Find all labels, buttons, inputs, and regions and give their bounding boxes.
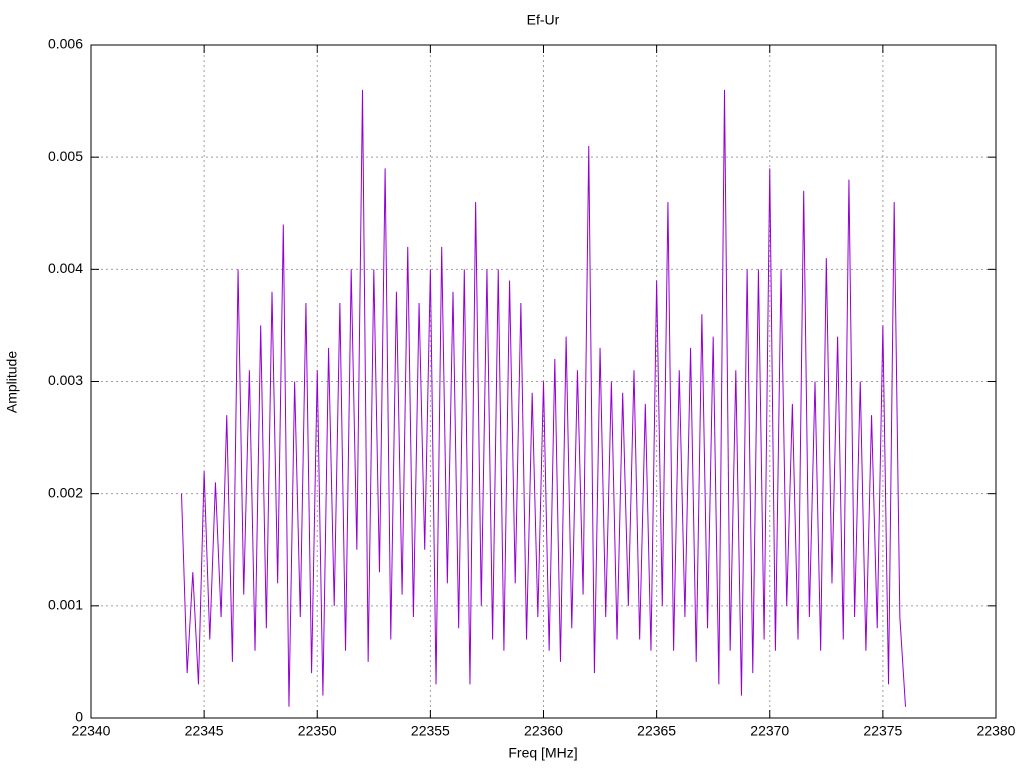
y-tick-label: 0.006 bbox=[48, 36, 83, 52]
y-tick-label: 0 bbox=[75, 709, 83, 725]
y-tick-label: 0.005 bbox=[48, 148, 83, 164]
y-axis-label: Amplitude bbox=[4, 351, 20, 413]
x-tick-label: 22355 bbox=[411, 723, 450, 739]
x-tick-label: 22345 bbox=[185, 723, 224, 739]
plot-frame bbox=[90, 44, 997, 719]
x-axis-label: Freq [MHz] bbox=[508, 745, 577, 761]
x-tick-label: 22375 bbox=[863, 723, 902, 739]
data-line bbox=[181, 89, 906, 707]
x-tick-label: 22380 bbox=[977, 723, 1016, 739]
x-tick-label: 22340 bbox=[72, 723, 111, 739]
y-tick-label: 0.001 bbox=[48, 597, 83, 613]
x-tick-label: 22360 bbox=[524, 723, 563, 739]
x-tick-label: 22370 bbox=[750, 723, 789, 739]
y-tick-label: 0.004 bbox=[48, 260, 83, 276]
x-tick-label: 22365 bbox=[637, 723, 676, 739]
x-tick-label: 22350 bbox=[298, 723, 337, 739]
y-tick-label: 0.003 bbox=[48, 372, 83, 388]
chart-title: Ef-Ur bbox=[527, 12, 560, 28]
y-tick-label: 0.002 bbox=[48, 484, 83, 500]
